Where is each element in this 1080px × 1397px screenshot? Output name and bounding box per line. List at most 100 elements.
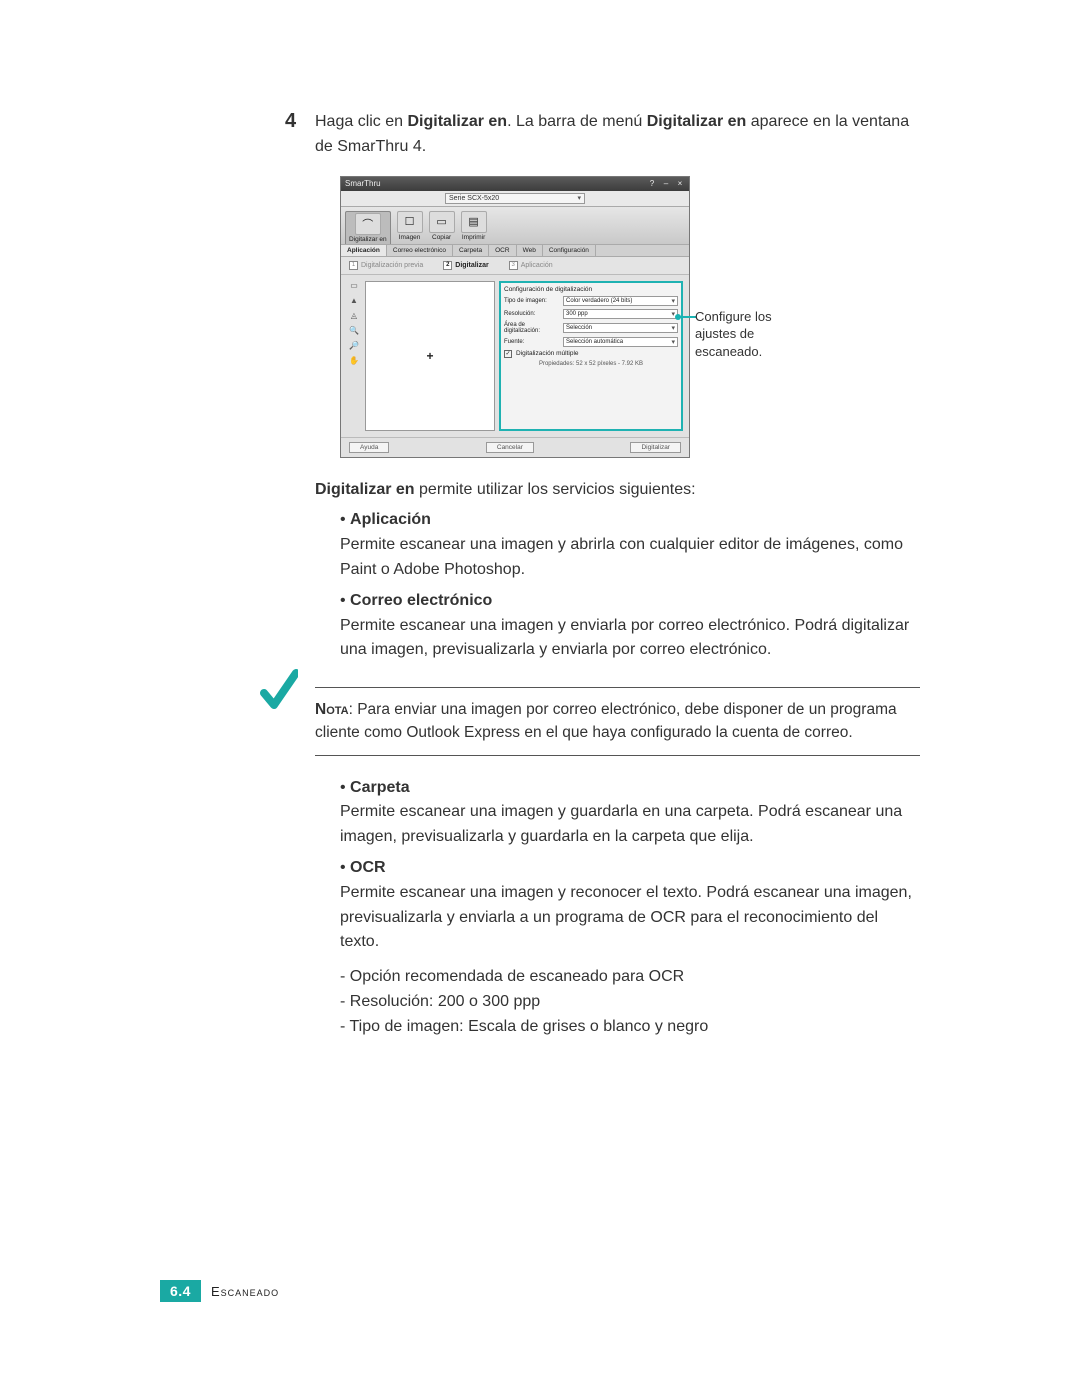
callout-line-icon <box>678 316 696 318</box>
bullet-body: Permite escanear una imagen y reconocer … <box>340 884 912 951</box>
note-label: Nota <box>315 701 349 718</box>
note-text: Nota: Para enviar una imagen por correo … <box>290 688 920 755</box>
digitalizar-desc-b: Digitalizar en <box>315 481 415 498</box>
step-label-2: Digitalizar <box>455 262 488 269</box>
chevron-down-icon: ▾ <box>671 324 675 332</box>
toolbar-label: Imagen <box>399 234 421 241</box>
series-select[interactable]: Serie SCX-5x20 ▾ <box>445 193 585 204</box>
series-value: Serie SCX-5x20 <box>449 195 499 202</box>
hand-icon[interactable]: ✋ <box>349 356 359 365</box>
intro-b1: Digitalizar en <box>408 113 508 130</box>
step-1[interactable]: 1Digitalización previa <box>349 261 423 270</box>
triangle-icon[interactable]: ▲ <box>350 296 358 305</box>
bottom-buttons: Ayuda Cancelar Digitalizar <box>341 437 689 457</box>
intro-pre: Haga clic en <box>315 113 408 130</box>
multi-scan-check[interactable]: ✓ Digitalización múltiple <box>504 350 678 358</box>
multi-label: Digitalización múltiple <box>516 350 579 357</box>
subtab-config[interactable]: Configuración <box>543 245 596 256</box>
page-footer: 6.4 Escaneado <box>160 1280 279 1302</box>
bullet-body: Permite escanear una imagen y enviarla p… <box>340 617 909 659</box>
area-value: Selección <box>566 325 592 331</box>
callout-text: Configure los ajustes de escaneado. <box>695 308 805 361</box>
checkbox-icon: ✓ <box>504 350 512 358</box>
plus-icon: + <box>426 349 433 363</box>
toolbar-label: Digitalizar en <box>349 236 387 243</box>
note-block: Nota: Para enviar una imagen por correo … <box>290 687 920 756</box>
window-title: SmarThru <box>345 179 381 188</box>
bullet-body: Permite escanear una imagen y abrirla co… <box>340 536 903 578</box>
steps-row: 1Digitalización previa 2Digitalizar 3Apl… <box>341 257 689 275</box>
close-icon[interactable]: × <box>675 179 685 189</box>
subtab-carpeta[interactable]: Carpeta <box>453 245 489 256</box>
scanner-icon: ⌒ <box>355 213 381 235</box>
bullet-body: Permite escanear una imagen y guardarla … <box>340 803 902 845</box>
fuente-value: Selección automática <box>566 339 623 345</box>
bullet-head: Aplicación <box>350 511 431 528</box>
toolbar-imprimir[interactable]: ▤ Imprimir <box>461 211 487 244</box>
chevron-down-icon: ▾ <box>671 297 675 305</box>
chevron-down-icon: ▾ <box>577 194 581 202</box>
marquee-icon[interactable]: ▭ <box>350 281 358 290</box>
bullet-aplicacion: • Aplicación Permite escanear una imagen… <box>340 508 920 582</box>
intro-b2: Digitalizar en <box>647 113 747 130</box>
minimize-icon[interactable]: – <box>661 179 671 189</box>
step-num-3: 3 <box>509 261 518 270</box>
preview-pane[interactable]: + <box>365 281 495 431</box>
series-row: Serie SCX-5x20 ▾ <box>341 191 689 207</box>
area-select[interactable]: Selección ▾ <box>563 323 678 333</box>
zoom-out-icon[interactable]: 🔎 <box>349 341 359 350</box>
subtab-correo[interactable]: Correo electrónico <box>387 245 453 256</box>
toolbar: ⌒ Digitalizar en ☐ Imagen ▭ Copiar ▤ Imp… <box>341 207 689 245</box>
dash-2: - Resolución: 200 o 300 ppp <box>340 990 920 1015</box>
help-button[interactable]: Ayuda <box>349 442 389 453</box>
setting-label: Tipo de imagen: <box>504 298 559 304</box>
bullet-ocr: • OCR Permite escanear una imagen y reco… <box>340 856 920 955</box>
bullet-correo: • Correo electrónico Permite escanear un… <box>340 589 920 663</box>
scan-settings-panel: Configuración de digitalización Tipo de … <box>499 281 683 431</box>
toolbar-copiar[interactable]: ▭ Copiar <box>429 211 455 244</box>
help-icon[interactable]: ? <box>647 179 657 189</box>
chevron-down-icon: ▾ <box>671 338 675 346</box>
note-bottom-rule <box>315 755 920 756</box>
fuente-select[interactable]: Selección automática ▾ <box>563 337 678 347</box>
setting-area: Área de digitalización: Selección ▾ <box>504 322 678 334</box>
subtab-ocr[interactable]: OCR <box>489 245 516 256</box>
bullet-head: OCR <box>350 859 386 876</box>
bullet-carpeta: • Carpeta Permite escanear una imagen y … <box>340 776 920 850</box>
setting-label: Resolución: <box>504 311 559 317</box>
subtab-aplicacion[interactable]: Aplicación <box>341 245 387 256</box>
toolbar-digitalizar-en[interactable]: ⌒ Digitalizar en <box>345 211 391 244</box>
settings-header: Configuración de digitalización <box>504 286 678 293</box>
step-num-1: 1 <box>349 261 358 270</box>
printer-icon: ▤ <box>461 211 487 233</box>
setting-tipo: Tipo de imagen: Color verdadero (24 bits… <box>504 296 678 306</box>
res-value: 300 ppp <box>566 311 588 317</box>
setting-label: Fuente: <box>504 339 559 345</box>
note-body: : Para enviar una imagen por correo elec… <box>315 701 897 741</box>
tipo-select[interactable]: Color verdadero (24 bits) ▾ <box>563 296 678 306</box>
setting-res: Resolución: 300 ppp▾ <box>504 309 678 319</box>
workarea: ▭ ▲ ◬ 🔍 🔎 ✋ + Configuración de digitaliz… <box>341 275 689 437</box>
dash-3: - Tipo de imagen: Escala de grises o bla… <box>340 1015 920 1040</box>
toolbar-imagen[interactable]: ☐ Imagen <box>397 211 423 244</box>
scan-button[interactable]: Digitalizar <box>630 442 681 453</box>
props-line: Propiedades: 52 x 52 píxeles - 7.92 KB <box>504 361 678 367</box>
screenshot: SmarThru ? – × Serie SCX-5x20 ▾ ⌒ Digita… <box>340 176 920 458</box>
setting-label: Área de digitalización: <box>504 322 559 334</box>
intro-mid: . La barra de menú <box>507 113 647 130</box>
step-number: 4 <box>285 110 296 133</box>
cancel-button[interactable]: Cancelar <box>486 442 534 453</box>
step-3[interactable]: 3Aplicación <box>509 261 553 270</box>
subtab-web[interactable]: Web <box>517 245 543 256</box>
res-select[interactable]: 300 ppp▾ <box>563 309 678 319</box>
setting-fuente: Fuente: Selección automática ▾ <box>504 337 678 347</box>
step-2[interactable]: 2Digitalizar <box>443 261 488 270</box>
subtabs: Aplicación Correo electrónico Carpeta OC… <box>341 245 689 257</box>
checkmark-icon <box>258 669 298 713</box>
section-label: Escaneado <box>211 1284 279 1299</box>
zoom-in-icon[interactable]: 🔍 <box>349 326 359 335</box>
titlebar: SmarThru ? – × <box>341 177 689 191</box>
image-icon: ☐ <box>397 211 423 233</box>
tipo-value: Color verdadero (24 bits) <box>566 298 632 304</box>
warning-icon[interactable]: ◬ <box>351 311 357 320</box>
